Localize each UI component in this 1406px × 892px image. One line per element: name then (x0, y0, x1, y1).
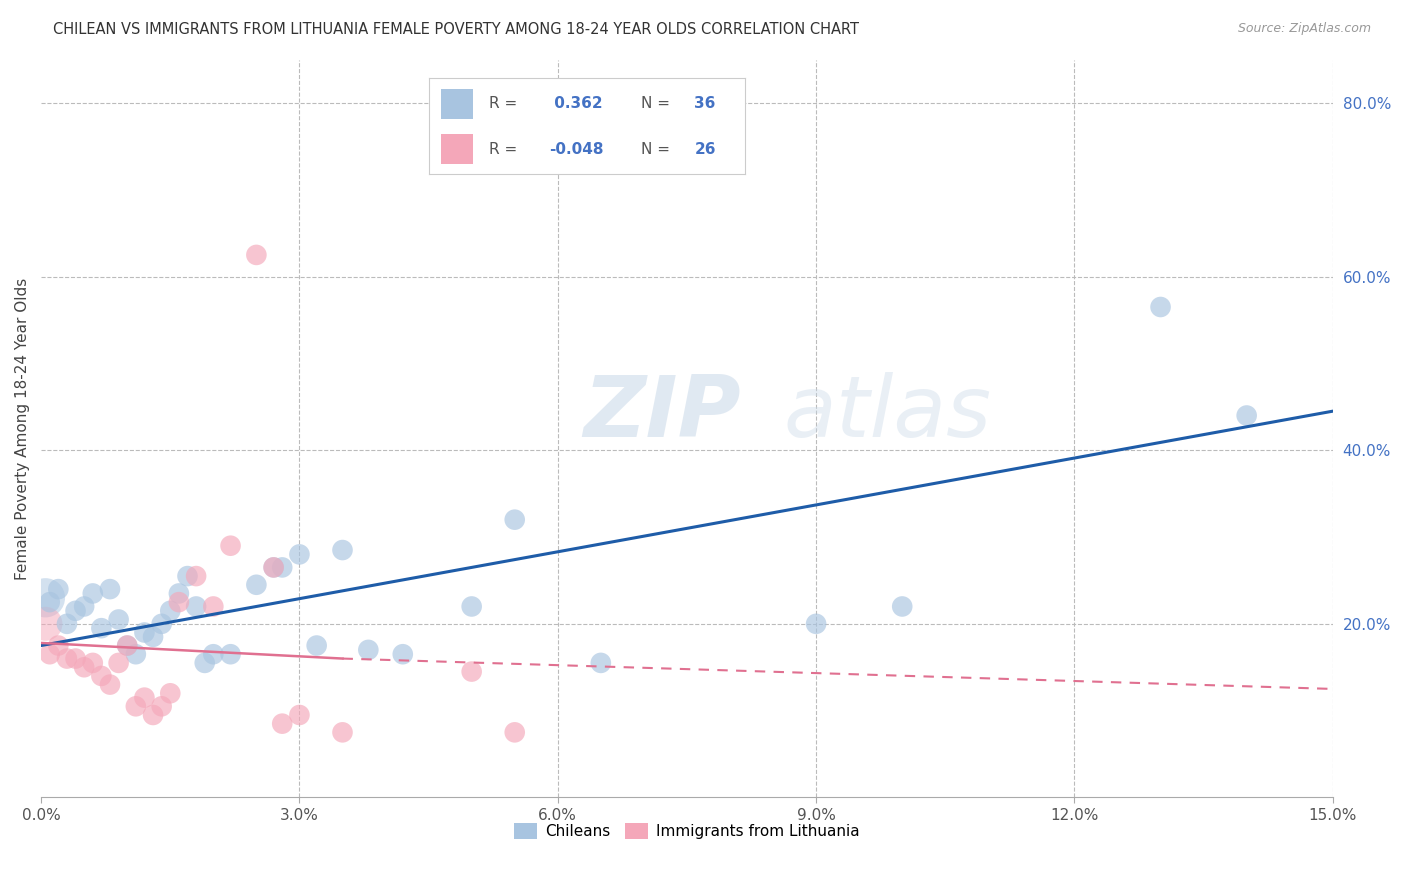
Point (38, 595, 60, 609)
Point (167, 586, 190, 600)
Point (56, 651, 79, 665)
Point (202, 599, 225, 614)
Point (115, 639, 138, 653)
Point (1149, 300, 1171, 314)
Point (82, 586, 104, 600)
Point (288, 548, 311, 562)
Point (503, 513, 526, 527)
Point (503, 725, 526, 739)
Point (1236, 409, 1258, 423)
Point (134, 690, 156, 705)
Point (34, 591, 56, 605)
Point (288, 708, 311, 723)
Point (891, 599, 914, 614)
Point (219, 539, 242, 553)
Point (263, 560, 285, 574)
Point (125, 647, 148, 661)
Point (263, 560, 285, 574)
Point (460, 665, 482, 679)
Text: CHILEAN VS IMMIGRANTS FROM LITHUANIA FEMALE POVERTY AMONG 18-24 YEAR OLDS CORREL: CHILEAN VS IMMIGRANTS FROM LITHUANIA FEM… (53, 22, 859, 37)
Point (332, 543, 354, 558)
Point (134, 625, 156, 640)
Point (167, 595, 190, 609)
Y-axis label: Female Poverty Among 18-24 Year Olds: Female Poverty Among 18-24 Year Olds (15, 277, 30, 580)
Point (90, 621, 112, 635)
Point (34, 616, 56, 631)
Point (357, 643, 380, 657)
Point (176, 569, 198, 583)
Point (73, 599, 96, 614)
Point (589, 656, 612, 670)
Point (332, 725, 354, 739)
Point (98, 582, 121, 596)
Point (82, 656, 104, 670)
Point (194, 656, 217, 670)
Point (159, 686, 181, 700)
Point (142, 630, 165, 644)
Text: atlas: atlas (783, 372, 991, 455)
Point (184, 599, 207, 614)
Text: Source: ZipAtlas.com: Source: ZipAtlas.com (1237, 22, 1371, 36)
Point (391, 647, 413, 661)
Point (98, 677, 121, 691)
Point (56, 616, 79, 631)
Point (202, 647, 225, 661)
Point (245, 248, 267, 262)
Point (46, 582, 69, 596)
Point (38, 647, 60, 661)
Point (115, 639, 138, 653)
Point (73, 660, 96, 674)
Point (107, 656, 129, 670)
Point (219, 647, 242, 661)
Point (271, 560, 294, 574)
Point (46, 639, 69, 653)
Point (125, 699, 148, 714)
Point (184, 569, 207, 583)
Text: ZIP: ZIP (583, 372, 741, 455)
Point (142, 708, 165, 723)
Point (460, 599, 482, 614)
Point (804, 616, 827, 631)
Point (271, 716, 294, 731)
Point (245, 578, 267, 592)
Legend: Chileans, Immigrants from Lithuania: Chileans, Immigrants from Lithuania (508, 817, 866, 845)
Point (65, 651, 87, 665)
Point (159, 604, 181, 618)
Point (107, 613, 129, 627)
Point (65, 604, 87, 618)
Point (90, 669, 112, 683)
Point (305, 639, 328, 653)
Point (150, 616, 173, 631)
Point (150, 699, 173, 714)
